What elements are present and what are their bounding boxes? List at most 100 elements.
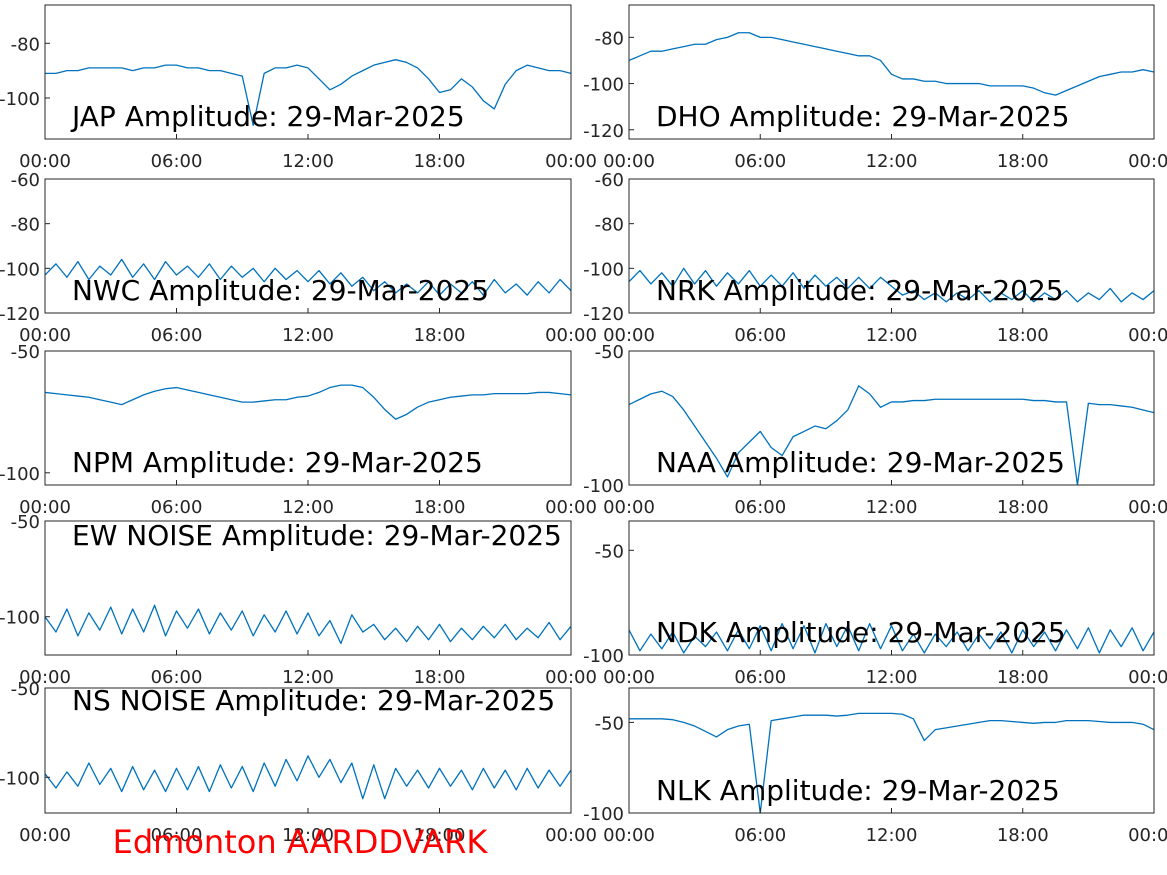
x-tick-label: 06:00	[734, 825, 786, 846]
y-tick-label: -50	[11, 512, 40, 533]
x-tick-label: 00:00	[603, 151, 655, 172]
x-tick-label: 12:00	[866, 497, 918, 518]
x-tick-label: 06:00	[151, 497, 203, 518]
x-tick-label: 18:00	[414, 497, 466, 518]
x-tick-label: 00:00	[1128, 325, 1167, 346]
x-tick-label: 18:00	[997, 151, 1049, 172]
y-tick-label: -50	[595, 342, 624, 363]
x-tick-label: 00:00	[545, 151, 597, 172]
x-tick-label: 06:00	[734, 667, 786, 688]
x-tick-label: 18:00	[997, 497, 1049, 518]
x-tick-label: 18:00	[997, 667, 1049, 688]
x-tick-label: 00:00	[603, 667, 655, 688]
data-line	[629, 267, 1154, 303]
y-tick-label: -100	[583, 75, 624, 96]
x-tick-label: 00:00	[603, 325, 655, 346]
y-tick-label: -120	[583, 304, 624, 325]
panel: 00:00 06:00 12:00 18:00 00:00 -100 -50 NPM Ampl…	[0, 342, 597, 518]
data-layer	[629, 267, 1154, 303]
panel-title: DHO Amplitude: 29-Mar-2025	[656, 100, 1070, 133]
x-tick-label: 12:00	[866, 825, 918, 846]
footer: Edmonton AARDDVARK	[113, 823, 489, 861]
x-tick-label: 06:00	[151, 151, 203, 172]
plot-area	[45, 688, 571, 813]
data-line	[629, 32, 1154, 96]
y-tick-label: -100	[583, 804, 624, 825]
data-layer	[629, 32, 1154, 96]
panel-title: NWC Amplitude: 29-Mar-2025	[72, 274, 489, 307]
y-tick-label: -80	[11, 215, 40, 236]
y-tick-label: -50	[11, 342, 40, 363]
x-tick-label: 00:00	[19, 497, 71, 518]
y-tick-label: -100	[0, 259, 40, 280]
y-tick-label: -50	[11, 679, 40, 700]
y-tick-label: -100	[0, 608, 40, 629]
y-tick-label: -100	[0, 89, 40, 110]
y-tick-label: -100	[583, 476, 624, 497]
plot-area	[45, 351, 571, 485]
x-tick-label: 06:00	[734, 325, 786, 346]
x-tick-label: 00:00	[1128, 667, 1167, 688]
data-line	[45, 59, 571, 126]
panel: 00:0006:0012:0018:0000:00-120-100-80-60N…	[583, 170, 1167, 346]
x-tick-label: 12:00	[282, 151, 334, 172]
x-tick-label: 12:00	[866, 667, 918, 688]
panel-title: JAP Amplitude: 29-Mar-2025	[70, 100, 465, 133]
y-tick-label: -80	[11, 34, 40, 55]
x-tick-label: 00:00	[1128, 497, 1167, 518]
x-tick-label: 18:00	[414, 151, 466, 172]
x-tick-label: 00:00	[603, 825, 655, 846]
x-tick-label: 00:00	[603, 497, 655, 518]
x-tick-label: 00:00	[545, 667, 597, 688]
x-tick-label: 18:00	[414, 325, 466, 346]
x-tick-label: 00:00	[19, 825, 71, 846]
plot-area	[45, 5, 571, 139]
x-tick-label: 06:00	[734, 497, 786, 518]
data-line	[45, 384, 571, 420]
data-line	[629, 385, 1154, 485]
x-tick-label: 00:00	[545, 497, 597, 518]
x-tick-label: 12:00	[282, 497, 334, 518]
panel: 00:00 06:00 12:00 18:00 00:00 -120 -100 -80 DHO …	[583, 4, 1167, 172]
data-layer	[629, 385, 1154, 485]
panel-title: NLK Amplitude: 29-Mar-2025	[656, 774, 1060, 807]
x-tick-label: 00:00	[19, 667, 71, 688]
panel: 00:00 06:00 12:00 18:00 00:00 -100 -80 JAP Ampl…	[0, 4, 597, 172]
x-tick-label: 18:00	[414, 825, 466, 846]
data-layer	[45, 755, 571, 800]
plot-area	[45, 179, 571, 313]
y-tick-label: -80	[595, 28, 624, 49]
y-tick-label: -100	[0, 464, 40, 485]
x-tick-label: 06:00	[151, 825, 203, 846]
data-line	[629, 622, 1154, 654]
data-line	[629, 712, 1154, 813]
x-tick-label: 12:00	[282, 667, 334, 688]
x-tick-label: 00:00	[19, 325, 71, 346]
data-line	[45, 755, 571, 800]
y-tick-label: -120	[583, 121, 624, 142]
plot-area	[629, 5, 1154, 139]
data-layer	[45, 59, 571, 126]
x-tick-label: 18:00	[997, 325, 1049, 346]
y-tick-label: -120	[0, 304, 40, 325]
y-tick-label: -80	[595, 215, 624, 236]
panel-title: NRK Amplitude: 29-Mar-2025	[656, 274, 1064, 307]
panel-title: NAA Amplitude: 29-Mar-2025	[656, 446, 1065, 479]
panel: 00:00 06:00 12:00 18:00 00:00 -100 -50 EW NOISE…	[0, 512, 597, 688]
x-tick-label: 12:00	[866, 151, 918, 172]
x-tick-label: 12:00	[866, 325, 918, 346]
y-tick-label: -100	[583, 646, 624, 667]
y-tick-label: -50	[595, 713, 624, 734]
plot-area	[629, 351, 1154, 485]
data-layer	[45, 258, 571, 296]
x-tick-label: 00:00	[1128, 825, 1167, 846]
x-tick-label: 18:00	[414, 667, 466, 688]
panel: 00:00 06:00 12:00 18:00 00:00 -100 -50 NS NOISE…	[0, 679, 597, 846]
plot-area	[629, 688, 1154, 813]
data-line	[45, 258, 571, 296]
